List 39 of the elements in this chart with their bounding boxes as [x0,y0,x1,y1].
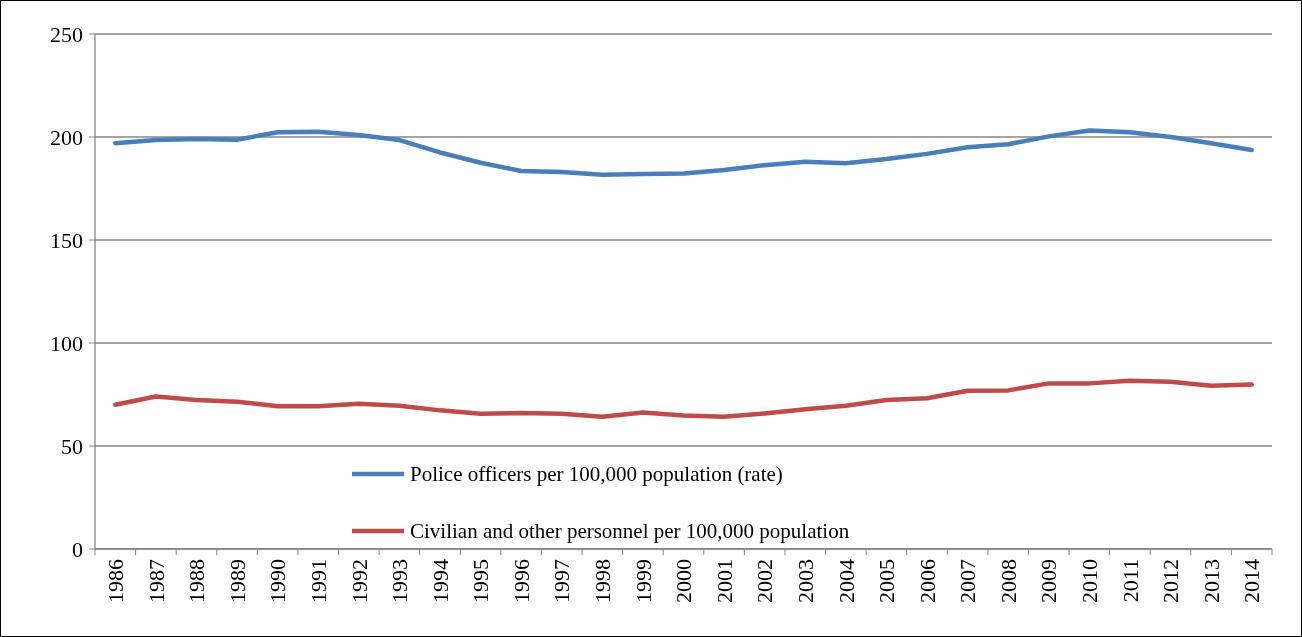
y-tick-label: 200 [50,124,83,150]
x-tick-label: 2001 [711,559,737,603]
x-tick-label: 1998 [590,559,616,603]
y-tick-label: 50 [61,433,83,459]
x-tick-label: 2011 [1117,559,1143,603]
x-tick-label: 1996 [508,559,534,603]
y-tick-label: 250 [50,21,83,47]
x-tick-label: 2009 [1036,559,1062,603]
legend-label: Police officers per 100,000 population (rate) [410,462,783,487]
line-series [113,128,1254,177]
x-tick-label: 2007 [955,559,981,603]
x-tick-label: 1986 [102,559,128,603]
x-tick-label: 2000 [671,559,697,603]
x-tick-label: 1993 [387,559,413,603]
x-tick-label: 2014 [1239,559,1265,603]
y-tick-label: 100 [50,330,83,356]
x-tick-label: 2006 [914,559,940,603]
x-tick-label: 1989 [224,559,250,603]
y-tick-label: 150 [50,227,83,253]
x-tick-label: 1992 [346,559,372,603]
x-tick-label: 1999 [630,559,656,603]
y-tick-label: 0 [72,536,83,562]
x-tick-label: 1988 [184,559,210,603]
legend-label: Civilian and other personnel per 100,000 population [410,519,850,544]
x-tick-label: 2013 [1198,559,1224,603]
x-tick-label: 2005 [874,559,900,603]
x-tick-label: 2012 [1158,559,1184,603]
x-tick-label: 1987 [143,559,169,603]
x-tick-label: 2004 [833,559,859,603]
x-tick-label: 2002 [752,559,778,603]
x-tick-label: 1997 [549,559,575,603]
x-tick-label: 1990 [265,559,291,603]
x-tick-label: 2003 [792,559,818,603]
x-tick-label: 1991 [305,559,331,603]
line-series [113,378,1254,419]
x-tick-label: 2008 [995,559,1021,603]
x-tick-label: 1994 [427,559,453,603]
x-tick-label: 1995 [468,559,494,603]
x-tick-label: 2010 [1077,559,1103,603]
